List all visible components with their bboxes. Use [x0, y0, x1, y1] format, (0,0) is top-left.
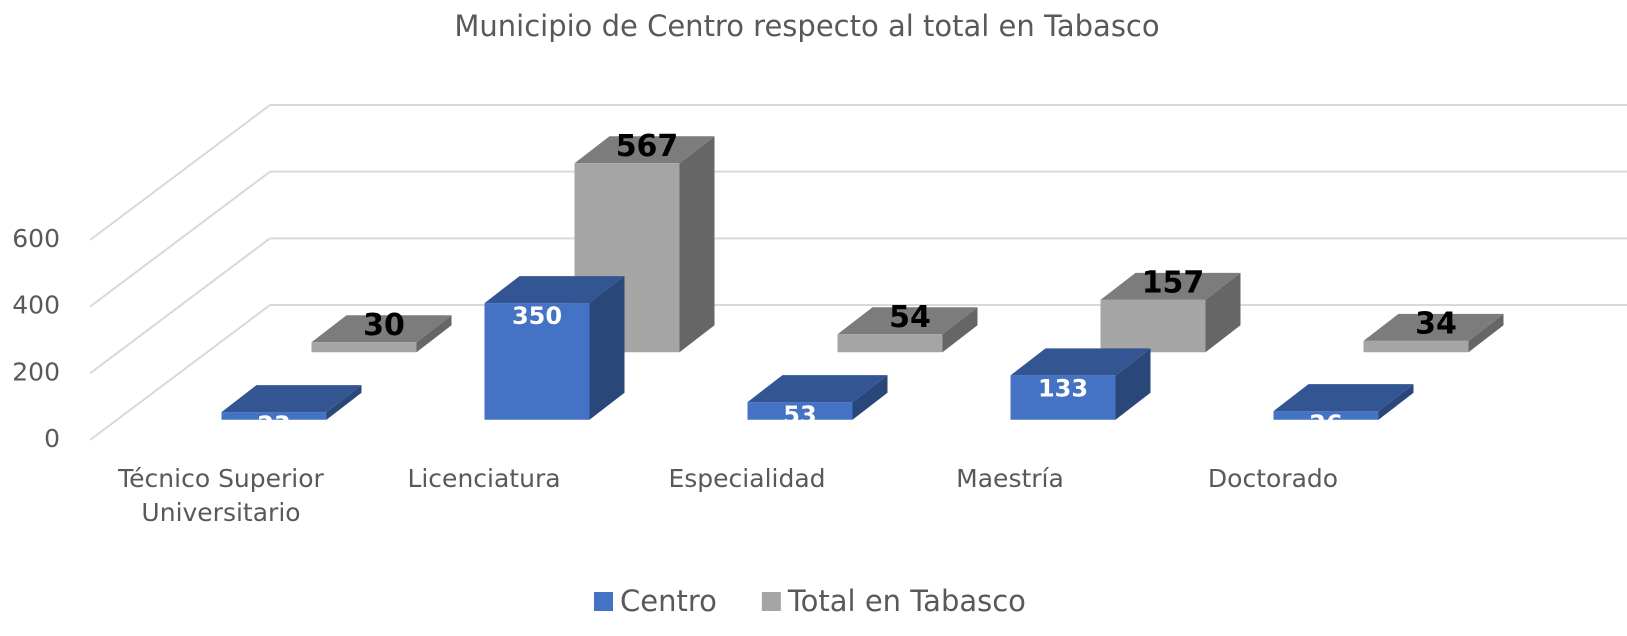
grid-line: [89, 304, 271, 441]
data-label: 350: [512, 302, 562, 330]
bar: [221, 385, 362, 420]
bar-top: [747, 375, 888, 403]
bar-top: [1100, 272, 1241, 300]
legend-swatch: [594, 592, 613, 611]
legend-swatch: [761, 592, 781, 611]
bar-front: [221, 412, 327, 420]
bar-side: [942, 307, 978, 353]
bar-side: [1115, 348, 1151, 420]
legend-label: Centro: [620, 584, 717, 618]
bar-top: [1273, 384, 1414, 412]
bar: [1010, 348, 1151, 420]
chart-title: Municipio de Centro respecto al total en…: [454, 9, 1159, 43]
bar: [1363, 313, 1504, 353]
data-label: 23: [257, 411, 290, 439]
bar-top: [221, 385, 362, 413]
bar: [1100, 272, 1241, 353]
bar-top: [311, 315, 452, 343]
bar-front: [1100, 299, 1206, 353]
bar: [837, 307, 978, 353]
data-label: 567: [616, 129, 679, 164]
bar-front: [311, 342, 417, 353]
bar: [574, 136, 715, 353]
bar-front: [747, 402, 853, 420]
bar: [311, 315, 452, 353]
bar-front: [1010, 375, 1116, 420]
bar-top: [1010, 348, 1151, 376]
bar-top: [837, 307, 978, 335]
data-label: 53: [783, 401, 816, 429]
y-tick-label: 600: [12, 224, 60, 253]
bar-side: [1378, 384, 1414, 420]
grid-line: [89, 237, 271, 375]
data-label: 30: [363, 308, 405, 343]
bar: [484, 276, 625, 420]
bar-side: [1468, 313, 1504, 353]
data-label: 54: [889, 300, 931, 335]
x-tick-label: Doctorado: [1207, 464, 1339, 493]
bar-top: [574, 136, 715, 164]
bar-side: [416, 315, 452, 353]
bar-side: [1205, 272, 1241, 353]
grid-line: [89, 104, 271, 241]
bar: [1273, 384, 1414, 420]
bar-front: [837, 334, 943, 353]
bar-front: [1273, 411, 1379, 420]
y-tick-label: 0: [44, 424, 60, 453]
grid-line: [89, 170, 271, 308]
y-tick-label: 400: [12, 291, 60, 320]
data-label: 157: [1142, 265, 1205, 300]
bar-front: [1363, 340, 1469, 353]
bar-front: [484, 303, 590, 420]
bar-side: [679, 136, 715, 353]
bar-top: [484, 276, 625, 304]
bar-top: [1363, 313, 1504, 341]
x-tick-label: Maestría: [956, 464, 1064, 493]
data-label: 34: [1415, 306, 1457, 341]
data-label: 26: [1309, 410, 1342, 438]
x-tick-label: Especialidad: [668, 464, 826, 493]
x-tick-label: Licenciatura: [407, 464, 561, 493]
bar: [747, 375, 888, 420]
bar-side: [589, 276, 625, 420]
legend-label: Total en Tabasco: [787, 584, 1026, 618]
x-tick-label: Técnico Superior Universitario: [118, 464, 324, 527]
bar-side: [326, 385, 362, 420]
y-tick-label: 200: [12, 357, 60, 386]
bar-side: [852, 375, 888, 420]
data-label: 133: [1038, 374, 1088, 402]
